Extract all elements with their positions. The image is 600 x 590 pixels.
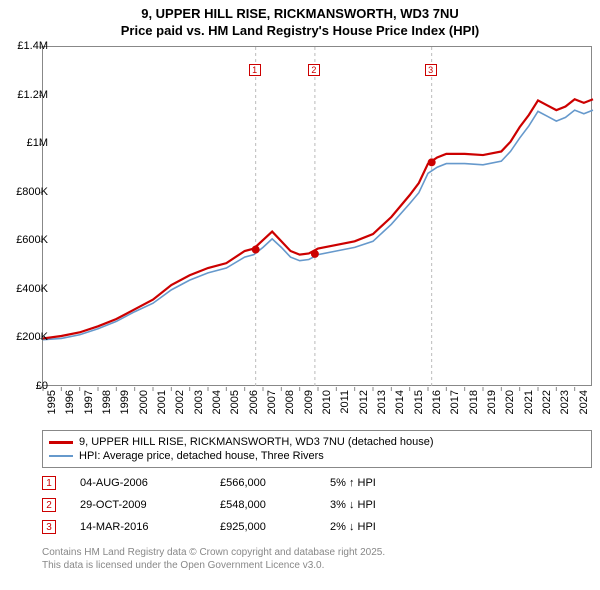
sale-date: 04-AUG-2006 [80,477,220,489]
legend: 9, UPPER HILL RISE, RICKMANSWORTH, WD3 7… [42,430,592,468]
x-tick-label: 1998 [101,390,113,420]
sale-row: 3 14-MAR-2016£925,0002% ↓ HPI [42,516,592,538]
sale-marker-1: 1 [249,64,261,76]
chart-title: 9, UPPER HILL RISE, RICKMANSWORTH, WD3 7… [0,0,600,40]
x-tick-label: 2015 [413,390,425,420]
sale-date: 14-MAR-2016 [80,521,220,533]
y-tick-label: £1M [27,137,48,149]
x-tick-label: 2022 [541,390,553,420]
x-tick-label: 1997 [83,390,95,420]
x-tick-label: 2016 [431,390,443,420]
sale-date: 29-OCT-2009 [80,499,220,511]
y-tick-label: £1.4M [17,40,48,52]
sale-hpi-delta: 5% ↑ HPI [330,477,450,489]
x-tick-label: 2005 [229,390,241,420]
x-tick-label: 2001 [156,390,168,420]
legend-label: HPI: Average price, detached house, Thre… [79,450,324,462]
y-tick-label: £1.2M [17,89,48,101]
x-tick-label: 2023 [559,390,571,420]
sale-marker-icon: 1 [42,476,56,490]
x-tick-label: 2013 [376,390,388,420]
sale-hpi-delta: 2% ↓ HPI [330,521,450,533]
legend-line-icon [49,455,73,457]
x-tick-label: 2004 [211,390,223,420]
legend-label: 9, UPPER HILL RISE, RICKMANSWORTH, WD3 7… [79,436,434,448]
sale-hpi-delta: 3% ↓ HPI [330,499,450,511]
x-tick-label: 2007 [266,390,278,420]
attribution: Contains HM Land Registry data © Crown c… [42,546,385,572]
x-tick-label: 1999 [119,390,131,420]
x-tick-label: 2020 [504,390,516,420]
attribution-line-2: This data is licensed under the Open Gov… [42,559,385,572]
x-tick-label: 2012 [358,390,370,420]
sale-marker-3: 3 [425,64,437,76]
sales-table: 1 04-AUG-2006£566,0005% ↑ HPI 2 29-OCT-2009… [42,472,592,538]
chart-svg [43,47,593,387]
sale-price: £925,000 [220,521,330,533]
sale-row: 2 29-OCT-2009£548,0003% ↓ HPI [42,494,592,516]
chart-plot-area [42,46,592,386]
x-tick-label: 2019 [486,390,498,420]
title-line-2: Price paid vs. HM Land Registry's House … [0,23,600,40]
x-tick-label: 1996 [64,390,76,420]
legend-item: 9, UPPER HILL RISE, RICKMANSWORTH, WD3 7… [49,435,585,449]
series-hpi [43,110,593,340]
x-tick-label: 2008 [284,390,296,420]
sale-price: £548,000 [220,499,330,511]
y-tick-label: £400K [16,283,48,295]
x-tick-label: 2014 [394,390,406,420]
title-line-1: 9, UPPER HILL RISE, RICKMANSWORTH, WD3 7… [0,6,600,23]
x-tick-label: 2018 [468,390,480,420]
attribution-line-1: Contains HM Land Registry data © Crown c… [42,546,385,559]
series-property [43,99,593,338]
x-tick-label: 2009 [303,390,315,420]
x-tick-label: 2003 [193,390,205,420]
x-tick-label: 1995 [46,390,58,420]
x-tick-label: 2002 [174,390,186,420]
x-tick-label: 2010 [321,390,333,420]
x-tick-label: 2024 [578,390,590,420]
y-tick-label: £200K [16,331,48,343]
sale-marker-icon: 2 [42,498,56,512]
legend-line-icon [49,441,73,444]
sale-marker-icon: 3 [42,520,56,534]
y-tick-label: £800K [16,186,48,198]
x-tick-label: 2000 [138,390,150,420]
x-tick-label: 2017 [449,390,461,420]
x-tick-label: 2006 [248,390,260,420]
y-tick-label: £600K [16,234,48,246]
sale-price: £566,000 [220,477,330,489]
x-tick-label: 2011 [339,390,351,420]
sale-marker-2: 2 [308,64,320,76]
legend-item: HPI: Average price, detached house, Thre… [49,449,585,463]
x-tick-label: 2021 [523,390,535,420]
sale-row: 1 04-AUG-2006£566,0005% ↑ HPI [42,472,592,494]
